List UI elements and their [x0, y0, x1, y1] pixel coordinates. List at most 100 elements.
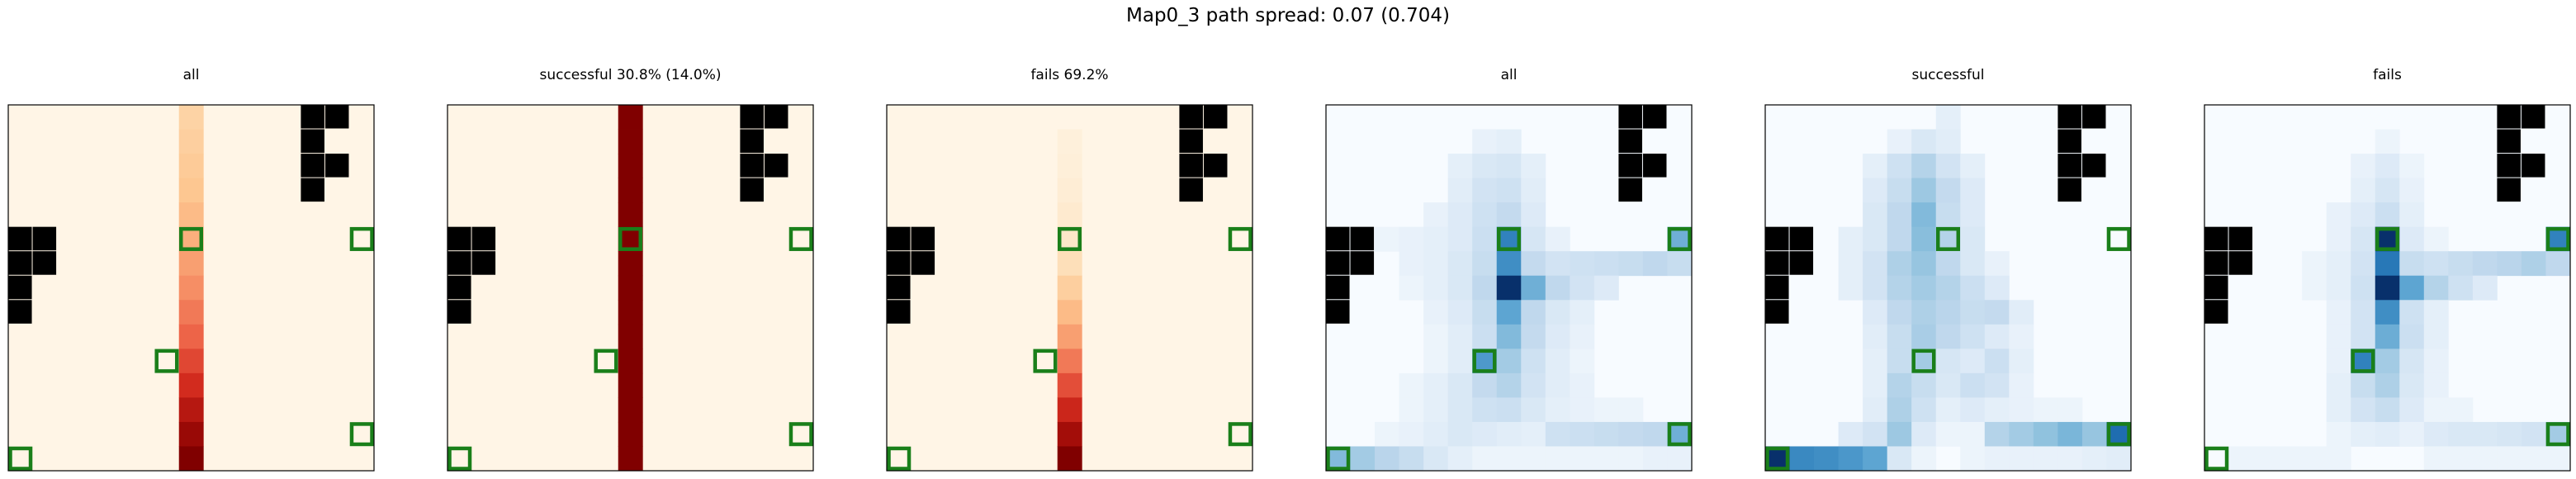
- target-marker: [1057, 226, 1082, 251]
- heatmap-cell: [1863, 349, 1888, 374]
- heatmap-cell: [1911, 154, 1937, 178]
- heatmap-cell: [1935, 154, 1961, 178]
- heatmap-cell: [1496, 300, 1522, 325]
- heatmap-cell: [1496, 275, 1522, 301]
- heatmap-cell: [1375, 226, 1399, 252]
- heatmap-cell: [618, 202, 643, 228]
- heatmap-cell: [1521, 446, 1546, 472]
- heatmap-cell: [1545, 421, 1570, 447]
- heatmap-cell: [2399, 202, 2425, 228]
- heatmap-cell: [178, 397, 204, 423]
- heatmap-cell: [1887, 202, 1912, 228]
- heatmap-cell: [1057, 154, 1082, 178]
- heatmap-cell: [1863, 324, 1888, 349]
- heatmap-cell: [1814, 446, 1839, 472]
- heatmap-cell: [1911, 372, 1937, 398]
- heatmap-cell: [1960, 202, 1986, 228]
- wall-cell: [32, 251, 57, 275]
- heatmap-cell: [1423, 324, 1449, 349]
- heatmap-cell: [1472, 397, 1498, 423]
- wall-cell: [1179, 129, 1203, 154]
- heatmap-cell: [178, 251, 204, 277]
- heatmap-cell: [1887, 129, 1912, 154]
- target-marker: [594, 349, 618, 373]
- target-marker: [887, 446, 912, 471]
- heatmap-cell: [1057, 129, 1082, 154]
- heatmap-cell: [1472, 324, 1498, 349]
- heatmap-cell: [2375, 324, 2400, 349]
- wall-cell: [2057, 154, 2081, 178]
- heatmap-cell: [1887, 178, 1912, 203]
- heatmap-cell: [2326, 349, 2351, 374]
- heatmap-cell: [1863, 421, 1888, 447]
- heatmap-cell: [2033, 397, 2058, 423]
- heatmap-cell: [1521, 226, 1546, 252]
- heatmap-cell: [2057, 397, 2083, 423]
- heatmap-cell: [1057, 324, 1082, 349]
- heatmap-cell: [1887, 226, 1912, 252]
- heatmap-cell: [1838, 275, 1863, 301]
- heatmap-cell: [1984, 349, 2010, 374]
- heatmap-cell: [1911, 129, 1937, 154]
- wall-cell: [2521, 105, 2545, 129]
- heatmap-cell: [1375, 446, 1399, 472]
- wall-cell: [301, 178, 324, 202]
- heatmap-cell: [178, 349, 204, 374]
- heatmap-cell: [2399, 226, 2425, 252]
- figure-title: Map0_3 path spread: 0.07 (0.704): [1126, 5, 1450, 26]
- heatmap-cell: [1935, 300, 1961, 325]
- wall-cell: [1642, 105, 1667, 129]
- heatmap-cell: [1545, 397, 1570, 423]
- heatmap-cell: [1545, 300, 1570, 325]
- heatmap-cell: [1057, 300, 1082, 325]
- heatmap-cell: [1935, 178, 1961, 203]
- heatmap-cell: [2326, 324, 2351, 349]
- heatmap-cell: [2423, 324, 2449, 349]
- heatmap-cell: [2448, 446, 2474, 472]
- heatmap-cell: [1618, 251, 1644, 277]
- heatmap-cell: [1423, 202, 1449, 228]
- target-marker: [178, 226, 204, 251]
- heatmap-cell: [2375, 349, 2400, 374]
- heatmap-cell: [1960, 275, 1986, 301]
- heatmap-cell: [1887, 324, 1912, 349]
- heatmap-cell: [2009, 397, 2034, 423]
- target-marker: [618, 226, 643, 251]
- target-marker: [2375, 226, 2400, 251]
- heatmap-cell: [618, 372, 643, 398]
- heatmap-cell: [1447, 154, 1473, 178]
- heatmap-cell: [2033, 421, 2058, 447]
- heatmap-cell: [2497, 421, 2522, 447]
- heatmap-cell: [1642, 251, 1668, 277]
- target-marker: [1496, 226, 1522, 251]
- heatmap-cell: [1887, 300, 1912, 325]
- heatmap-cell: [2375, 202, 2400, 228]
- wall-cell: [2057, 105, 2081, 129]
- target-marker: [1326, 446, 1351, 471]
- heatmap-cell: [2009, 372, 2034, 398]
- target-marker: [1935, 226, 1961, 251]
- panel-frame: [1325, 104, 1693, 472]
- heatmap-cell: [2351, 202, 2376, 228]
- heatmap-cell: [1935, 349, 1961, 374]
- heatmap-cell: [1496, 372, 1522, 398]
- heatmap-cell: [1399, 397, 1424, 423]
- heatmap-cell: [2423, 349, 2449, 374]
- heatmap-cell: [1423, 226, 1449, 252]
- wall-cell: [1203, 105, 1228, 129]
- heatmap-cell: [1935, 421, 1961, 447]
- heatmap-cell: [1496, 421, 1522, 447]
- heatmap-cell: [2351, 300, 2376, 325]
- heatmap-cell: [2375, 275, 2400, 301]
- heatmap-cell: [2326, 226, 2351, 252]
- heatmap-cell: [1960, 154, 1986, 178]
- heatmap-cell: [1423, 421, 1449, 447]
- heatmap-cell: [1057, 349, 1082, 374]
- heatmap-cell: [1399, 372, 1424, 398]
- heatmap-cell: [2302, 251, 2327, 277]
- heatmap-cell: [2497, 446, 2522, 472]
- panel-title: successful: [1911, 67, 1985, 83]
- wall-cell: [447, 300, 471, 324]
- heatmap-cell: [2009, 446, 2034, 472]
- heatmap-cell: [2375, 300, 2400, 325]
